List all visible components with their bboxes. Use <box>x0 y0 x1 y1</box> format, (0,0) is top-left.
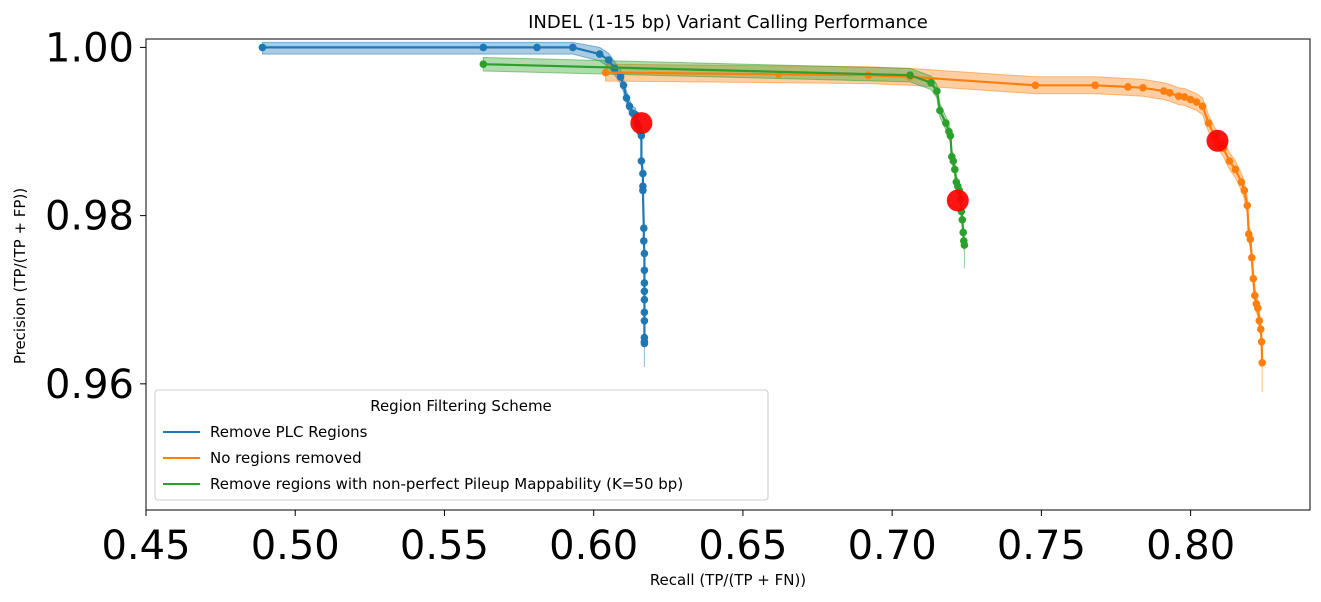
y-tick-label-2: 1.00 <box>45 25 134 71</box>
data-point-1-15 <box>1204 119 1213 127</box>
x-tick-label-7: 0.80 <box>1146 523 1235 569</box>
data-point-2-2 <box>927 78 935 87</box>
series-band-1 <box>605 63 1263 393</box>
data-point-2-16 <box>958 216 967 224</box>
highlight-point-2 <box>1206 129 1229 152</box>
data-point-1-23 <box>1243 201 1252 210</box>
data-point-2-3 <box>933 87 941 95</box>
legend-title: Region Filtering Scheme <box>370 397 552 415</box>
plot-frame <box>145 38 1311 511</box>
data-point-0-5 <box>604 56 613 64</box>
x-tick-label-0: 0.45 <box>101 523 190 569</box>
series-line-1 <box>605 71 1264 363</box>
data-point-0-22 <box>640 237 648 245</box>
data-point-2-1 <box>906 71 914 79</box>
data-point-0-23 <box>640 249 649 258</box>
data-point-1-7 <box>1139 84 1147 92</box>
highlight-point-0 <box>630 112 653 135</box>
data-point-1-6 <box>1124 83 1132 91</box>
data-point-0-0 <box>258 43 267 52</box>
data-point-0-27 <box>640 295 649 304</box>
series-line-0 <box>262 46 646 344</box>
data-point-0-4 <box>595 50 604 58</box>
data-point-1-0 <box>601 68 610 77</box>
data-point-2-10 <box>951 165 959 174</box>
x-tick-label-2: 0.55 <box>400 523 489 569</box>
data-point-2-19 <box>960 241 969 249</box>
legend-label-2: Remove regions with non-perfect Pileup M… <box>210 475 683 493</box>
data-point-0-26 <box>640 287 649 296</box>
series-line-2 <box>483 63 966 246</box>
data-point-0-17 <box>637 157 646 165</box>
data-point-2-7 <box>946 131 955 140</box>
series-band-0 <box>261 41 645 367</box>
data-point-1-25 <box>1246 235 1255 243</box>
data-point-1-34 <box>1258 359 1266 367</box>
x-tick-label-3: 0.60 <box>549 523 638 569</box>
data-point-1-26 <box>1248 253 1256 262</box>
data-point-1-13 <box>1192 98 1201 106</box>
data-point-1-20 <box>1231 165 1240 174</box>
data-point-0-25 <box>640 279 649 287</box>
data-point-1-30 <box>1254 304 1262 312</box>
x-tick-label-1: 0.50 <box>251 523 340 569</box>
data-point-0-7 <box>616 73 625 81</box>
data-point-1-31 <box>1255 317 1264 325</box>
data-point-0-10 <box>625 102 634 111</box>
data-point-1-8 <box>1160 87 1168 95</box>
y-tick-label-0: 0.96 <box>45 362 134 408</box>
chart-title: INDEL (1-15 bp) Variant Calling Performa… <box>528 12 928 33</box>
data-point-0-9 <box>622 94 631 102</box>
legend-label-1: No regions removed <box>210 449 362 467</box>
data-point-0-24 <box>640 266 649 275</box>
data-point-1-21 <box>1237 178 1246 186</box>
data-point-2-17 <box>959 228 967 237</box>
data-point-1-12 <box>1186 95 1195 104</box>
data-point-0-18 <box>639 169 647 178</box>
series-band-2 <box>482 56 965 269</box>
data-point-1-10 <box>1174 92 1183 100</box>
data-point-1-22 <box>1240 186 1249 195</box>
x-axis-label: Recall (TP/(TP + FN)) <box>650 571 806 589</box>
data-point-2-4 <box>936 106 944 115</box>
x-tick-label-5: 0.70 <box>848 523 937 569</box>
data-point-1-27 <box>1249 274 1258 283</box>
data-point-0-1 <box>479 43 488 52</box>
data-point-0-32 <box>640 339 649 348</box>
x-axis: 0.45 0.50 0.55 0.60 0.65 0.70 0.75 0.80 <box>101 510 1235 569</box>
data-point-0-28 <box>640 308 649 317</box>
data-point-0-2 <box>533 43 541 52</box>
y-axis-label: Precision (TP/(TP + FP)) <box>11 188 29 364</box>
highlight-point-1 <box>946 189 969 212</box>
y-tick-label-1: 0.98 <box>45 194 134 240</box>
data-point-2-9 <box>949 157 958 165</box>
data-point-0-20 <box>639 186 647 195</box>
data-point-1-4 <box>1031 81 1040 90</box>
data-point-2-0 <box>479 60 488 68</box>
legend-label-0: Remove PLC Regions <box>210 423 368 441</box>
data-point-0-3 <box>569 43 577 52</box>
plot-area <box>258 41 1266 393</box>
data-point-0-29 <box>640 317 649 325</box>
data-point-1-5 <box>1091 81 1099 90</box>
data-point-0-21 <box>640 224 648 232</box>
y-axis: 0.96 0.98 1.00 <box>45 25 146 408</box>
data-point-1-14 <box>1198 102 1207 111</box>
legend-box <box>154 389 769 501</box>
data-point-1-32 <box>1257 325 1265 334</box>
data-point-1-9 <box>1165 89 1174 97</box>
data-point-1-28 <box>1251 291 1259 300</box>
data-point-1-11 <box>1180 93 1189 101</box>
data-point-1-33 <box>1257 338 1266 346</box>
data-point-1-19 <box>1225 157 1234 165</box>
data-point-2-5 <box>942 119 950 127</box>
x-tick-label-6: 0.75 <box>997 523 1086 569</box>
data-point-0-8 <box>619 81 628 90</box>
x-tick-label-4: 0.65 <box>698 523 787 569</box>
